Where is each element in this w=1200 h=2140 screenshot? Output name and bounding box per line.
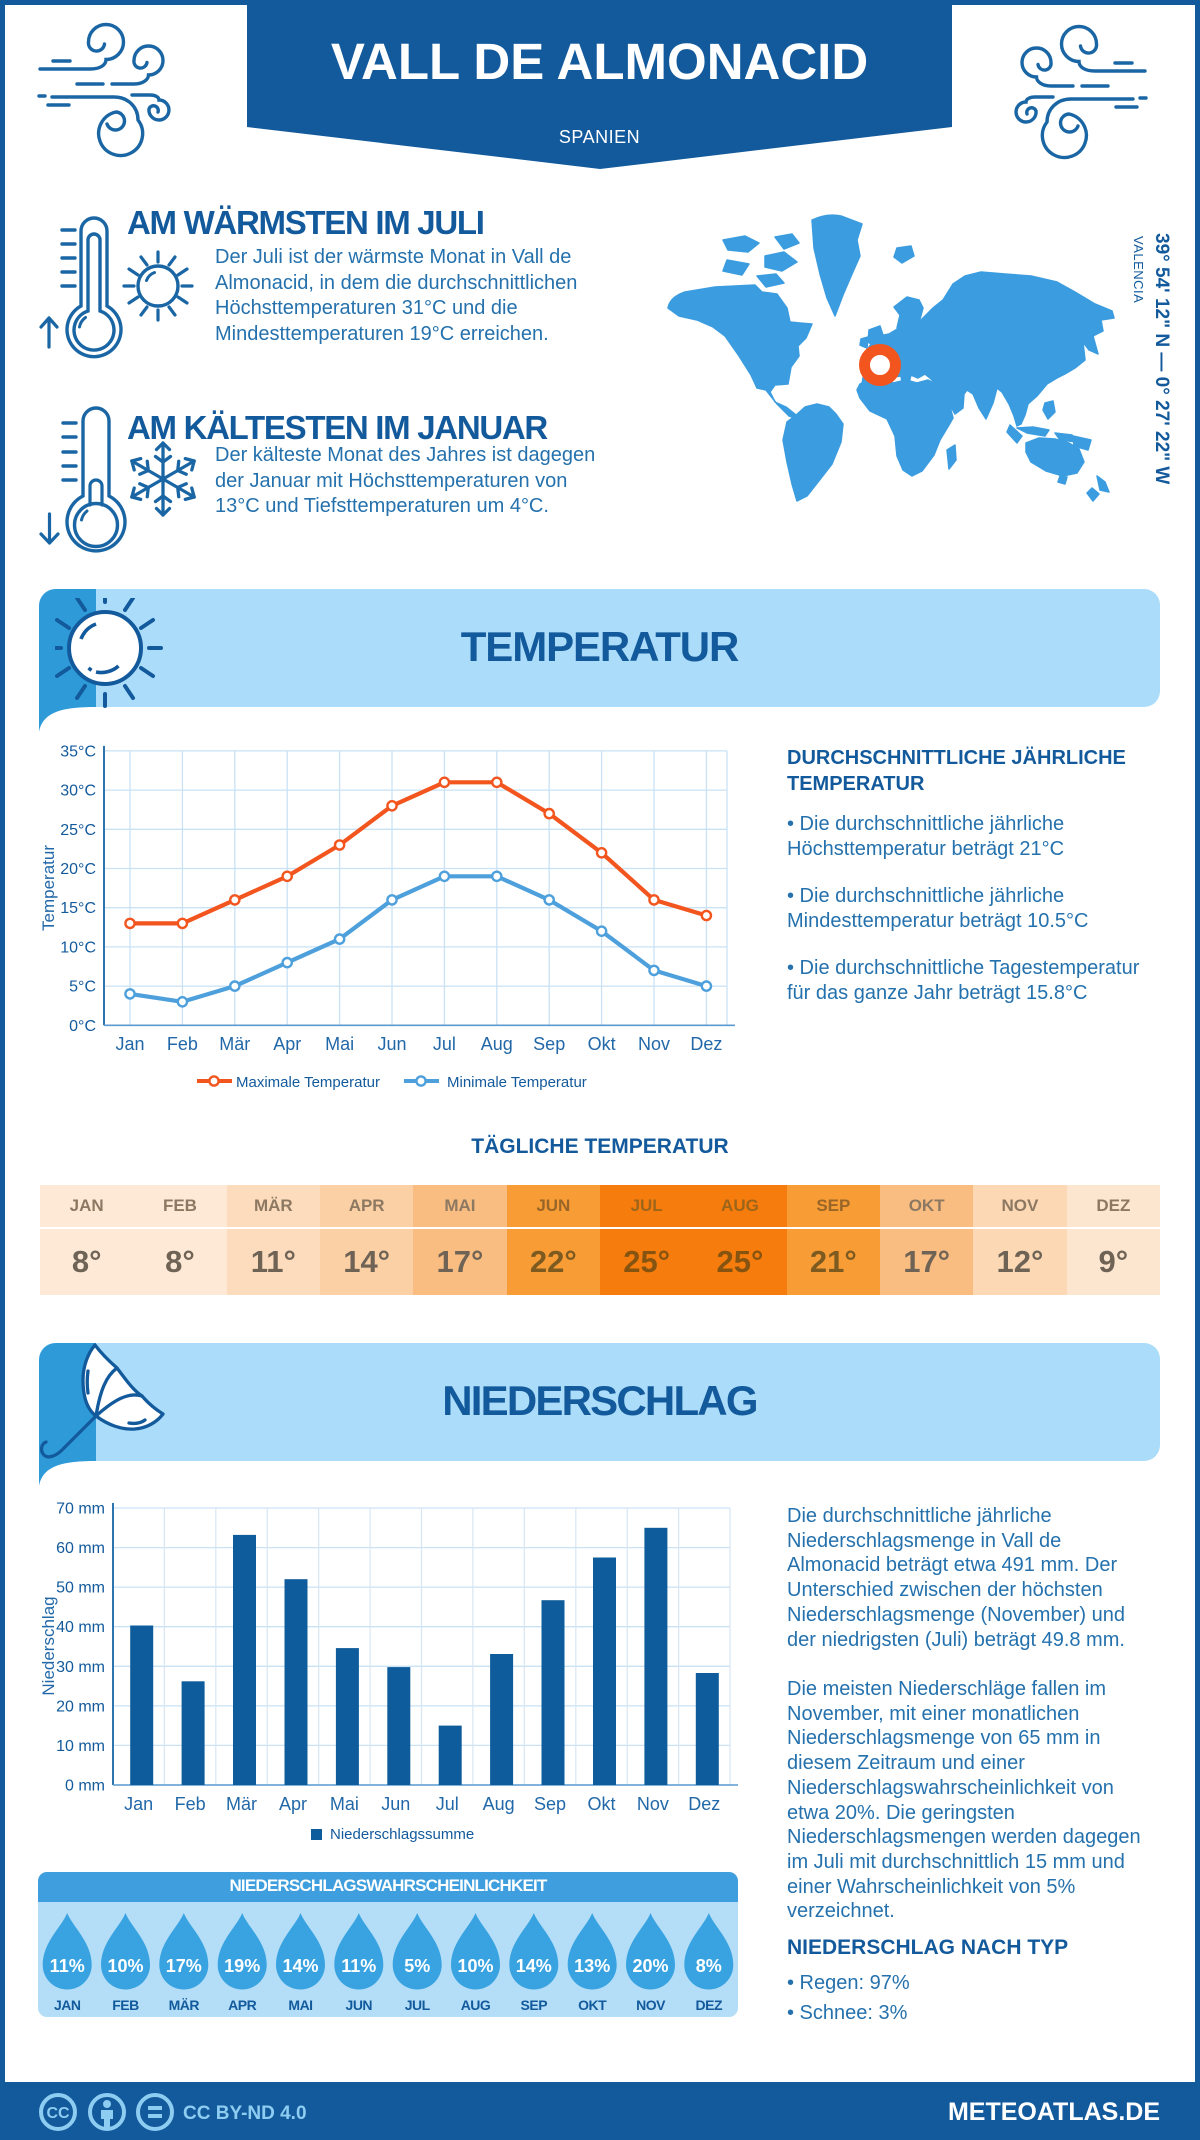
svg-text:Niederschlag: Niederschlag <box>40 1596 58 1695</box>
svg-text:10°C: 10°C <box>60 939 96 956</box>
svg-text:Okt: Okt <box>588 1034 616 1054</box>
svg-text:Nov: Nov <box>637 1794 669 1814</box>
svg-text:0 mm: 0 mm <box>65 1778 105 1795</box>
svg-text:Jun: Jun <box>377 1034 406 1054</box>
svg-text:Niederschlagssumme: Niederschlagssumme <box>330 1826 474 1843</box>
svg-text:Okt: Okt <box>587 1794 615 1814</box>
svg-text:11%: 11% <box>50 1956 85 1976</box>
svg-text:19%: 19% <box>224 1956 260 1976</box>
svg-text:Jan: Jan <box>115 1034 144 1054</box>
svg-text:5%: 5% <box>404 1956 430 1976</box>
svg-text:20°C: 20°C <box>60 861 96 878</box>
svg-text:0°C: 0°C <box>69 1018 96 1035</box>
svg-text:60 mm: 60 mm <box>56 1540 105 1557</box>
svg-text:Jul: Jul <box>436 1794 459 1814</box>
svg-text:JUN: JUN <box>346 1997 373 2013</box>
svg-text:JAN: JAN <box>54 1997 81 2013</box>
svg-text:17%: 17% <box>166 1956 202 1976</box>
svg-text:Feb: Feb <box>175 1794 206 1814</box>
svg-text:MAI: MAI <box>288 1997 312 2013</box>
svg-text:Mär: Mär <box>219 1034 250 1054</box>
svg-text:Apr: Apr <box>273 1034 301 1054</box>
svg-text:Jan: Jan <box>124 1794 153 1814</box>
svg-text:10%: 10% <box>107 1956 143 1976</box>
svg-text:30 mm: 30 mm <box>56 1659 105 1676</box>
svg-text:Jun: Jun <box>381 1794 410 1814</box>
svg-text:Maximale Temperatur: Maximale Temperatur <box>236 1074 380 1091</box>
svg-text:5°C: 5°C <box>69 979 96 996</box>
svg-text:10 mm: 10 mm <box>56 1738 105 1755</box>
svg-text:Minimale Temperatur: Minimale Temperatur <box>447 1074 587 1091</box>
svg-text:Nov: Nov <box>638 1034 670 1054</box>
svg-text:Mai: Mai <box>330 1794 359 1814</box>
svg-text:JUL: JUL <box>405 1997 431 2013</box>
svg-text:30°C: 30°C <box>60 783 96 800</box>
svg-text:40 mm: 40 mm <box>56 1619 105 1636</box>
svg-text:20 mm: 20 mm <box>56 1698 105 1715</box>
svg-text:APR: APR <box>228 1997 256 2013</box>
svg-text:NOV: NOV <box>636 1997 666 2013</box>
svg-text:Sep: Sep <box>533 1034 565 1054</box>
svg-text:Temperatur: Temperatur <box>40 845 58 931</box>
svg-text:Jul: Jul <box>433 1034 456 1054</box>
svg-text:15°C: 15°C <box>60 900 96 917</box>
svg-text:FEB: FEB <box>112 1997 139 2013</box>
svg-text:Sep: Sep <box>534 1794 566 1814</box>
svg-text:MÄR: MÄR <box>169 1997 200 2013</box>
svg-text:Apr: Apr <box>279 1794 307 1814</box>
svg-text:Feb: Feb <box>167 1034 198 1054</box>
svg-text:11%: 11% <box>341 1956 376 1976</box>
svg-text:70 mm: 70 mm <box>56 1501 105 1518</box>
svg-text:8%: 8% <box>696 1956 722 1976</box>
svg-text:50 mm: 50 mm <box>56 1580 105 1597</box>
svg-text:Mai: Mai <box>325 1034 354 1054</box>
svg-text:10%: 10% <box>457 1956 493 1976</box>
svg-text:20%: 20% <box>632 1956 668 1976</box>
svg-text:CC: CC <box>46 2105 70 2122</box>
svg-text:Aug: Aug <box>481 1034 513 1054</box>
svg-text:Mär: Mär <box>226 1794 257 1814</box>
svg-text:13%: 13% <box>574 1956 610 1976</box>
svg-text:14%: 14% <box>282 1956 318 1976</box>
svg-text:Aug: Aug <box>483 1794 515 1814</box>
svg-text:35°C: 35°C <box>60 743 96 760</box>
svg-text:Dez: Dez <box>690 1034 722 1054</box>
svg-text:Dez: Dez <box>688 1794 720 1814</box>
svg-text:AUG: AUG <box>461 1997 491 2013</box>
svg-text:DEZ: DEZ <box>696 1997 723 2013</box>
svg-text:25°C: 25°C <box>60 822 96 839</box>
svg-text:OKT: OKT <box>578 1997 607 2013</box>
svg-text:SEP: SEP <box>521 1997 548 2013</box>
svg-text:14%: 14% <box>516 1956 552 1976</box>
